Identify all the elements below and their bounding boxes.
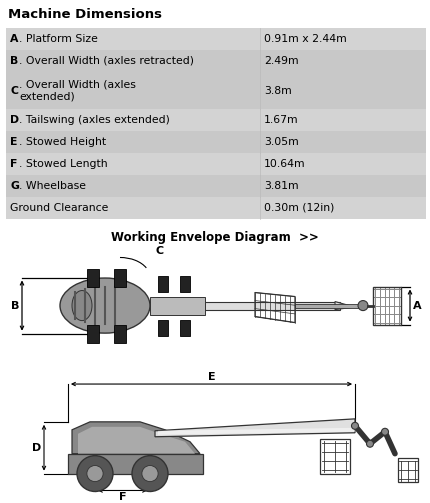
- Text: . Overall Width (axles retracted): . Overall Width (axles retracted): [19, 56, 194, 66]
- Bar: [158, 319, 168, 336]
- Bar: [6, 197, 426, 219]
- Circle shape: [351, 423, 359, 429]
- Text: C: C: [155, 246, 163, 257]
- Text: F: F: [10, 159, 18, 169]
- Text: Machine Dimensions: Machine Dimensions: [9, 8, 163, 21]
- Bar: [6, 71, 426, 110]
- Bar: [373, 287, 401, 324]
- Text: 3.81m: 3.81m: [264, 181, 298, 191]
- Text: A: A: [413, 301, 422, 310]
- Circle shape: [87, 465, 103, 482]
- Text: C: C: [10, 86, 18, 96]
- Text: 1.67m: 1.67m: [264, 115, 298, 125]
- Text: . Tailswing (axles extended): . Tailswing (axles extended): [19, 115, 170, 125]
- Bar: [6, 175, 426, 197]
- Bar: [320, 439, 350, 473]
- Bar: [6, 110, 426, 131]
- Circle shape: [366, 440, 374, 447]
- Polygon shape: [158, 428, 355, 435]
- Text: . Overall Width (axles
extended): . Overall Width (axles extended): [19, 80, 136, 102]
- Text: B: B: [10, 56, 18, 66]
- Circle shape: [77, 456, 113, 491]
- Text: Working Envelope Diagram  >>: Working Envelope Diagram >>: [111, 231, 319, 244]
- Bar: [6, 131, 426, 153]
- Circle shape: [132, 456, 168, 491]
- Text: 10.64m: 10.64m: [264, 159, 305, 169]
- Text: E: E: [10, 137, 18, 147]
- Text: A: A: [10, 34, 19, 44]
- Ellipse shape: [60, 278, 150, 333]
- Bar: [87, 269, 99, 287]
- Ellipse shape: [72, 291, 92, 320]
- Circle shape: [381, 429, 388, 435]
- Text: G: G: [10, 181, 19, 191]
- Polygon shape: [335, 302, 355, 309]
- Text: . Stowed Height: . Stowed Height: [19, 137, 106, 147]
- Text: 2.49m: 2.49m: [264, 56, 298, 66]
- Bar: [180, 319, 190, 336]
- Text: D: D: [32, 443, 41, 453]
- Text: B: B: [11, 301, 19, 310]
- Text: 0.30m (12in): 0.30m (12in): [264, 203, 334, 213]
- Circle shape: [358, 301, 368, 310]
- Text: . Stowed Length: . Stowed Length: [19, 159, 108, 169]
- Text: F: F: [119, 492, 126, 502]
- Bar: [295, 304, 360, 307]
- Text: D: D: [10, 115, 19, 125]
- Polygon shape: [78, 427, 195, 454]
- Bar: [114, 269, 126, 287]
- Bar: [114, 324, 126, 343]
- Circle shape: [142, 465, 158, 482]
- Text: 3.05m: 3.05m: [264, 137, 298, 147]
- Bar: [6, 153, 426, 175]
- Polygon shape: [155, 419, 355, 437]
- Text: Ground Clearance: Ground Clearance: [10, 203, 109, 213]
- Text: 3.8m: 3.8m: [264, 86, 292, 96]
- Bar: [180, 276, 190, 292]
- Bar: [6, 50, 426, 71]
- Text: E: E: [208, 372, 215, 382]
- Text: . Platform Size: . Platform Size: [19, 34, 98, 44]
- Bar: [68, 454, 203, 473]
- Bar: [150, 297, 205, 314]
- Text: 0.91m x 2.44m: 0.91m x 2.44m: [264, 34, 347, 44]
- Bar: [75, 302, 340, 309]
- Bar: [87, 324, 99, 343]
- Polygon shape: [72, 422, 200, 454]
- Bar: [158, 276, 168, 292]
- Bar: [398, 458, 418, 481]
- Text: . Wheelbase: . Wheelbase: [19, 181, 86, 191]
- Bar: [6, 28, 426, 50]
